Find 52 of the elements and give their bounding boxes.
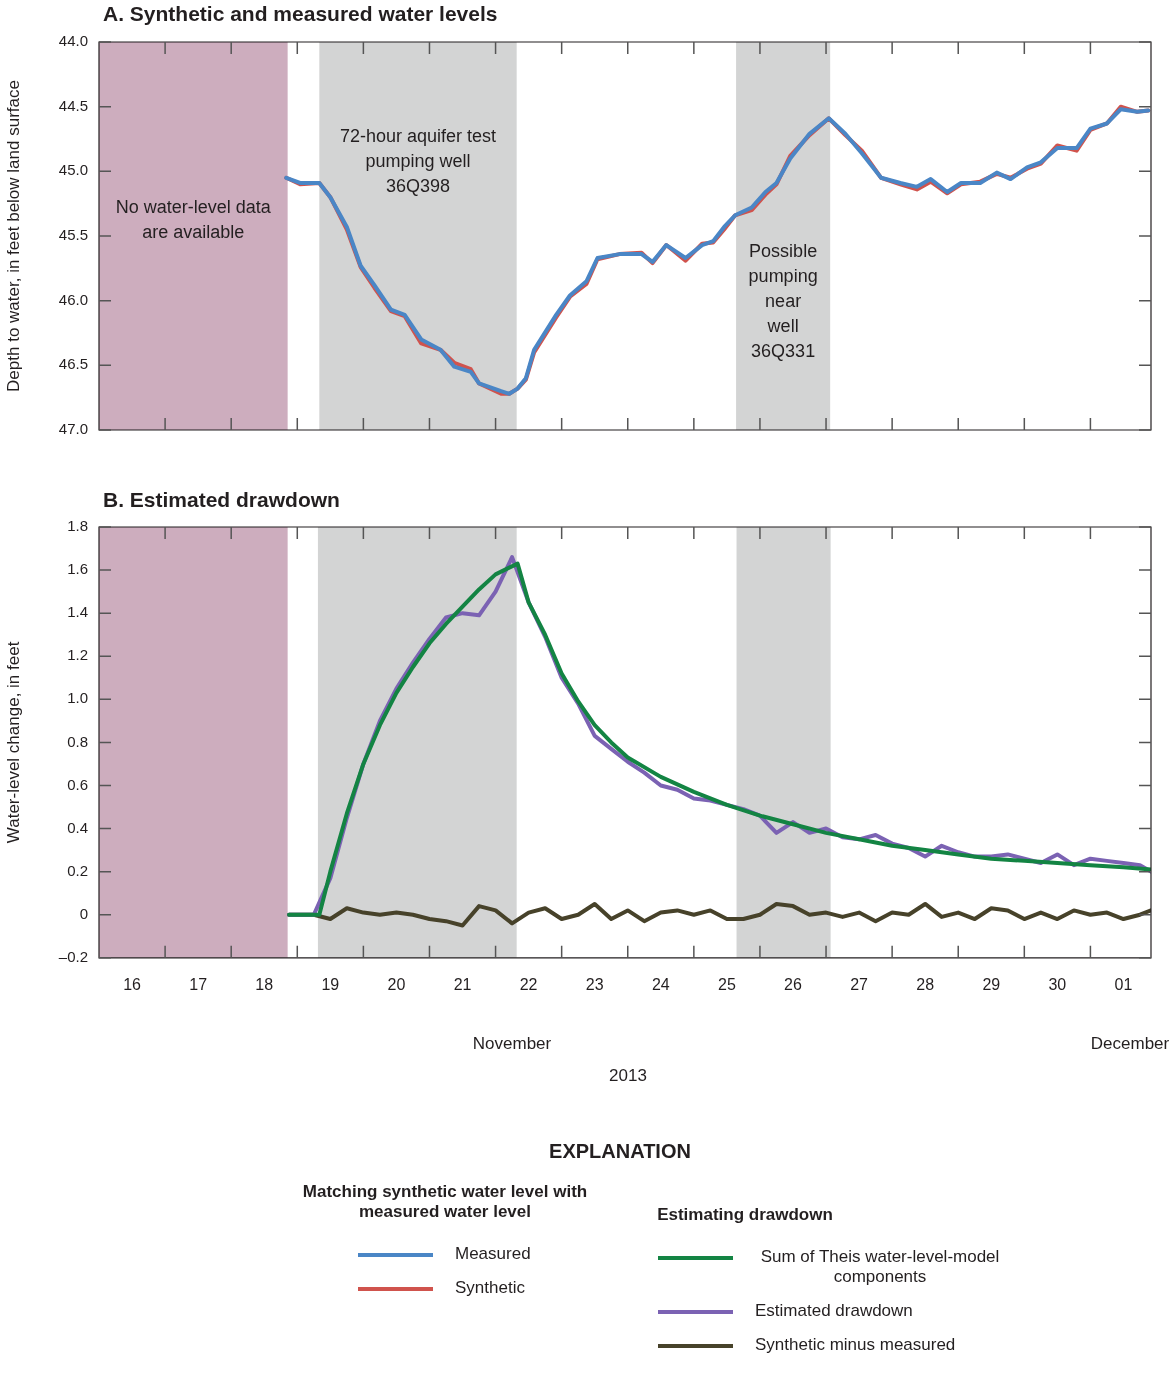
x-tick-label: 20 [387, 975, 406, 993]
x-tick-label: 25 [718, 975, 736, 993]
x-tick-label: 30 [1048, 975, 1067, 993]
y-tick-label: 0.6 [67, 775, 88, 793]
text: December [1090, 1034, 1170, 1054]
x-tick-label: 29 [982, 975, 1001, 993]
y-tick-label: 0 [79, 904, 88, 922]
x-tick-label: 01 [1114, 975, 1133, 993]
y-tick-label: –0.2 [58, 947, 88, 965]
legend-label: Estimated drawdown [755, 1301, 914, 1321]
y-tick-label: 0.2 [67, 861, 88, 879]
y-tick-label: 46.0 [58, 290, 88, 308]
y-tick-label: 47.0 [58, 420, 88, 438]
y-axis-title: Water-level change, in feet [3, 641, 23, 844]
legend-label: Measured [455, 1244, 532, 1264]
legend-title: Matching synthetic water level with measured water level [301, 1182, 589, 1222]
x-tick-label: 18 [255, 975, 274, 993]
chart-title: B. Estimated drawdown [103, 488, 340, 512]
x-tick-label: 19 [321, 975, 340, 993]
legend-label: Synthetic minus measured [755, 1335, 957, 1355]
y-tick-label: 1.2 [67, 646, 88, 664]
x-tick-label: 27 [850, 975, 869, 993]
legend-label: Synthetic [455, 1278, 526, 1298]
y-tick-label: 46.5 [58, 355, 88, 373]
x-tick-label: 28 [916, 975, 935, 993]
legend-label: Sum of Theis water-level-model components [759, 1247, 1001, 1287]
y-tick-label: 0.4 [67, 818, 88, 836]
y-tick-label: 44.5 [58, 96, 88, 114]
y-tick-label: 44.0 [58, 32, 88, 50]
band-label: 72-hour aquifer test pumping well 36Q398 [339, 126, 497, 197]
x-tick-label: 16 [123, 975, 142, 993]
band-label: Possible pumping near well 36Q331 [748, 240, 818, 361]
x-tick-label: 17 [189, 975, 208, 993]
x-tick-label: 22 [519, 975, 538, 993]
x-tick-label: 21 [453, 975, 472, 993]
y-tick-label: 45.5 [58, 226, 88, 244]
y-tick-label: 1.0 [67, 689, 88, 707]
x-tick-label: 23 [585, 975, 604, 993]
text: November [472, 1034, 552, 1054]
x-tick-label: 26 [784, 975, 802, 993]
legend-title: Estimating drawdown [656, 1205, 834, 1225]
y-tick-label: 1.6 [67, 560, 88, 578]
y-tick-label: 0.8 [67, 732, 88, 750]
x-axis-title: 2013 [609, 1066, 647, 1086]
band-label: No water-level data are available [115, 196, 272, 242]
chart-title: A. Synthetic and measured water levels [103, 2, 498, 26]
text: EXPLANATION [549, 1140, 691, 1163]
y-tick-label: 45.0 [58, 161, 88, 179]
y-axis-title: Depth to water, in feet below land surface [3, 80, 23, 392]
y-tick-label: 1.4 [67, 603, 88, 621]
y-tick-label: 1.8 [67, 517, 88, 535]
x-tick-label: 24 [651, 975, 670, 993]
